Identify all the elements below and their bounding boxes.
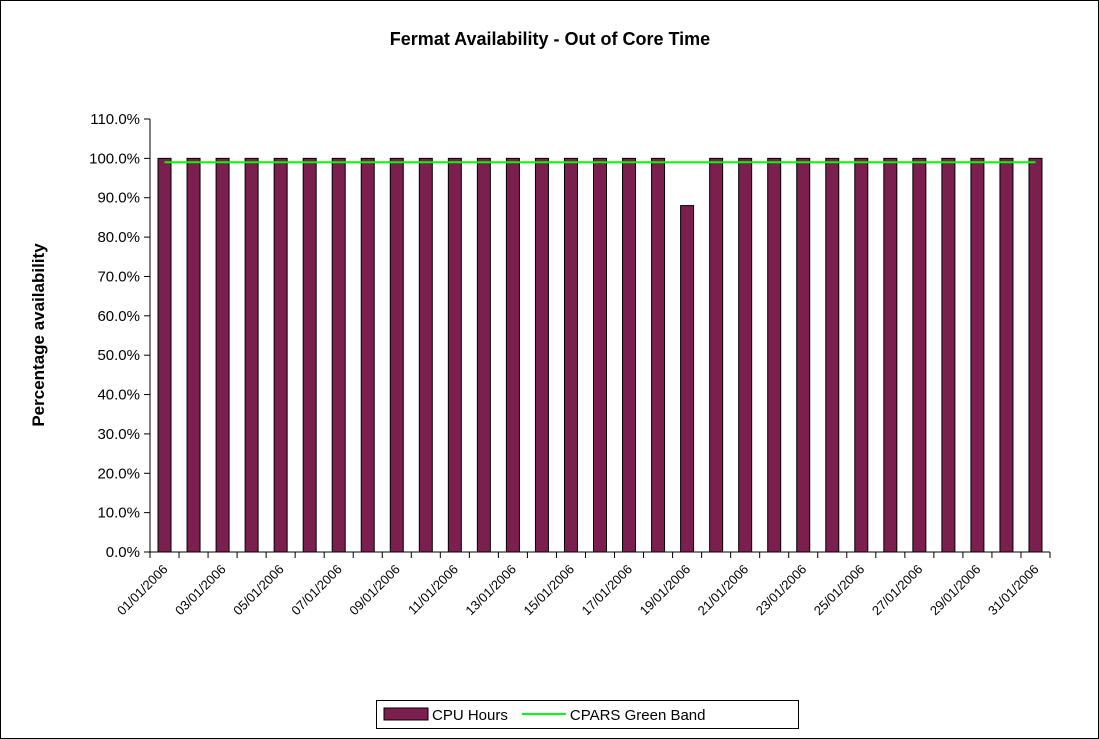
chart-title: Fermat Availability - Out of Core Time [390, 29, 710, 49]
bar [1028, 157, 1043, 553]
bar [302, 157, 317, 553]
bar [157, 157, 172, 553]
legend-label: CPARS Green Band [570, 707, 706, 724]
y-tick-label: 40.0% [97, 387, 140, 404]
y-tick-label: 60.0% [97, 308, 140, 325]
y-tick-label: 90.0% [97, 190, 140, 207]
bar [273, 157, 288, 553]
bar [651, 157, 666, 553]
bar [186, 157, 201, 553]
bar [447, 157, 462, 553]
bar [331, 157, 346, 553]
bar [244, 157, 259, 553]
legend-swatch [383, 707, 429, 721]
bar [563, 157, 578, 553]
bar [970, 157, 985, 553]
bar [360, 157, 375, 553]
y-axis-title: Percentage availability [29, 243, 48, 427]
bar [883, 157, 898, 553]
bar [418, 157, 433, 553]
bar [593, 157, 607, 553]
y-tick-label: 110.0% [90, 111, 140, 128]
bar [505, 157, 520, 553]
bar [941, 157, 956, 553]
y-tick-label: 100.0% [89, 150, 140, 167]
bar [796, 157, 811, 553]
y-tick-label: 20.0% [97, 465, 140, 482]
bar [738, 157, 753, 553]
bar [215, 157, 230, 553]
bar [767, 157, 782, 553]
bar [854, 157, 869, 553]
y-tick-label: 0.0% [106, 544, 140, 561]
bar [825, 157, 840, 553]
bar [912, 157, 927, 553]
y-tick-label: 30.0% [97, 426, 140, 443]
legend-box [376, 700, 799, 729]
bar [476, 157, 491, 553]
bar [709, 157, 724, 553]
bar [680, 205, 695, 553]
y-tick-label: 10.0% [97, 505, 140, 522]
bar [389, 157, 404, 553]
bar [534, 157, 549, 553]
bar [999, 157, 1014, 553]
y-tick-label: 70.0% [97, 268, 140, 285]
bar [622, 157, 637, 553]
legend-label: CPU Hours [432, 707, 508, 724]
y-tick-label: 80.0% [97, 229, 140, 246]
y-tick-label: 50.0% [97, 347, 140, 364]
